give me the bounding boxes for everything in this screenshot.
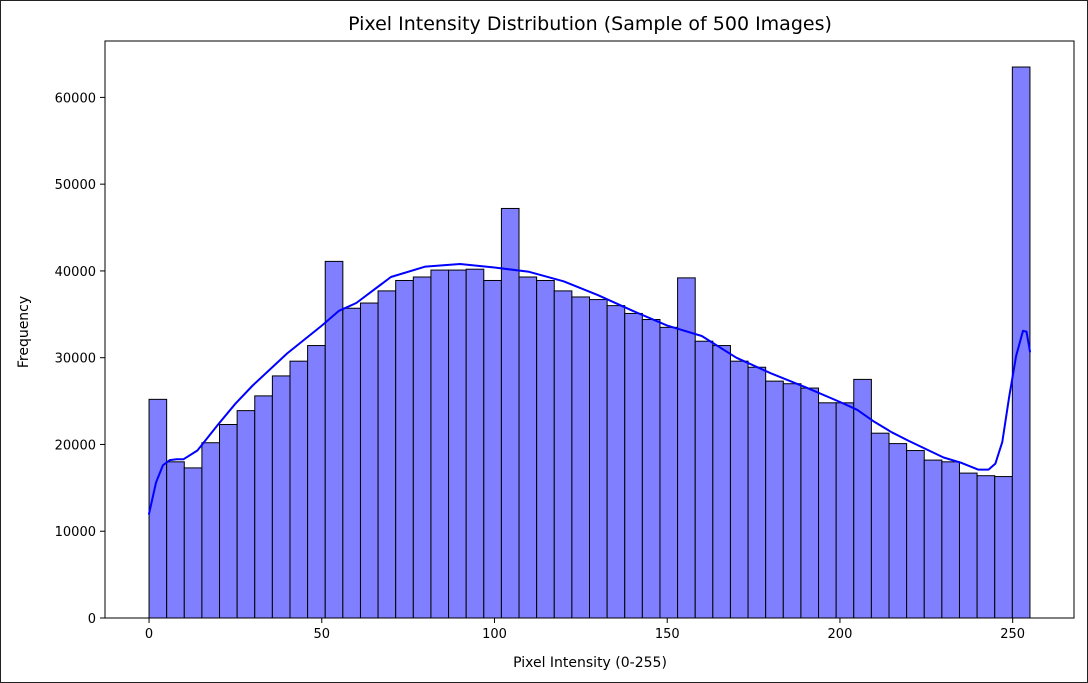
histogram-bar xyxy=(694,340,714,619)
x-tick-label: 150 xyxy=(655,627,680,642)
histogram-bar xyxy=(412,276,432,619)
histogram-bar xyxy=(536,279,555,619)
histogram-bar xyxy=(800,387,820,619)
x-axis-label: Pixel Intensity (0-255) xyxy=(513,655,667,671)
histogram-bar xyxy=(236,410,256,619)
histogram-bar xyxy=(148,398,168,619)
kde-curve-layer xyxy=(148,263,1031,515)
x-tick-label: 100 xyxy=(482,627,507,642)
histogram-bar xyxy=(888,443,908,619)
y-tick-label: 20000 xyxy=(55,438,96,453)
histogram-bar xyxy=(518,276,538,619)
histogram-bars xyxy=(148,66,1031,619)
histogram-bar xyxy=(395,279,414,619)
histogram-bar xyxy=(835,402,855,619)
x-axis-ticks: 0 50 100 150 200 250 xyxy=(145,618,1025,642)
histogram-bar xyxy=(994,476,1013,619)
histogram-bar xyxy=(430,269,450,619)
y-tick-label: 60000 xyxy=(55,91,96,106)
histogram-bar xyxy=(923,459,943,619)
histogram-bar xyxy=(483,279,502,619)
histogram-bar xyxy=(659,326,679,619)
histogram-bar xyxy=(765,380,784,619)
y-tick-label: 0 xyxy=(88,612,96,627)
histogram-bar xyxy=(289,360,309,619)
histogram-bar xyxy=(958,472,978,619)
histogram-bar xyxy=(818,402,837,619)
histogram-bar xyxy=(906,450,925,619)
kde-curve xyxy=(148,263,1031,515)
y-tick-label: 10000 xyxy=(55,525,96,540)
histogram-bar xyxy=(624,312,643,619)
histogram-bar xyxy=(1011,66,1031,619)
histogram-bar xyxy=(853,378,872,619)
histogram-bar xyxy=(941,461,960,619)
histogram-bar xyxy=(782,383,802,619)
histogram-bar xyxy=(342,307,361,619)
histogram-bar xyxy=(641,319,661,619)
chart-title: Pixel Intensity Distribution (Sample of … xyxy=(348,13,832,35)
histogram-bar xyxy=(201,442,221,619)
y-axis-ticks: 0 10000 20000 30000 40000 50000 60000 xyxy=(55,91,105,627)
histogram-bar xyxy=(219,424,238,619)
axes-frame xyxy=(104,40,1075,619)
histogram-bar xyxy=(712,345,731,619)
histogram-bar xyxy=(448,269,467,619)
x-tick-label: 0 xyxy=(145,627,153,642)
y-tick-label: 30000 xyxy=(55,352,96,367)
histogram-bar xyxy=(870,432,890,619)
histogram-bar xyxy=(465,268,485,619)
histogram-bar xyxy=(976,475,996,619)
histogram-bar xyxy=(589,299,608,619)
histogram-bar xyxy=(747,366,767,619)
histogram-bar xyxy=(183,467,203,619)
histogram-bar xyxy=(166,461,185,619)
histogram-bar xyxy=(359,302,379,619)
histogram-bar xyxy=(606,305,626,619)
histogram-bar xyxy=(729,360,749,619)
histogram-bar xyxy=(571,296,591,619)
x-tick-label: 200 xyxy=(828,627,853,642)
histogram-bar xyxy=(271,375,291,619)
x-tick-label: 50 xyxy=(313,627,330,642)
histogram-bar xyxy=(307,345,326,619)
y-tick-label: 40000 xyxy=(55,265,96,280)
y-tick-label: 50000 xyxy=(55,178,96,193)
histogram-bar xyxy=(553,290,573,619)
histogram-bar xyxy=(254,395,273,619)
histogram-bar xyxy=(377,290,397,619)
x-tick-label: 250 xyxy=(1000,627,1025,642)
y-axis-label: Frequency xyxy=(16,296,32,368)
